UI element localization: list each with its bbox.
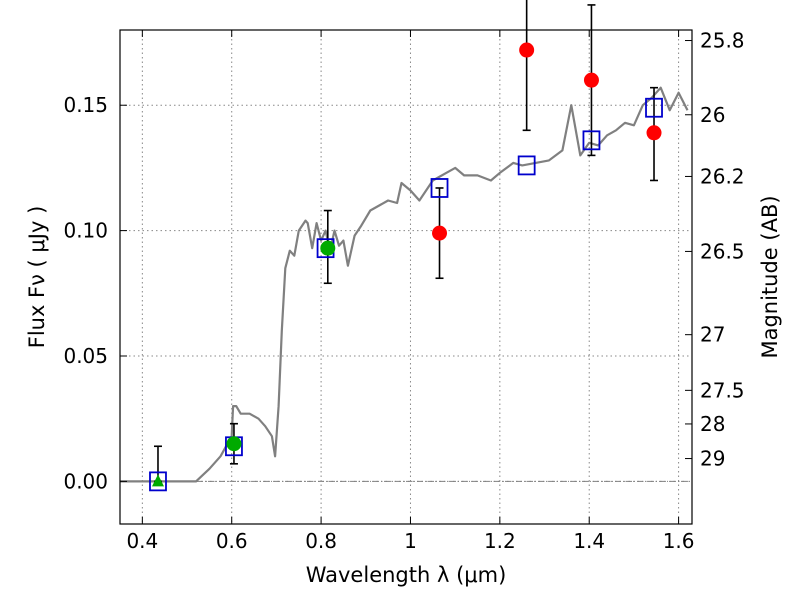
green-data-point — [226, 436, 242, 452]
x-tick-label: 1.4 — [573, 529, 605, 553]
axis-ticks: 0.4 0.6 0.8 1 1.2 1.4 1.6 0.00 0.05 0.10 0.15 25.8 2… — [63, 29, 744, 553]
mag-tick-label: 26.5 — [700, 239, 745, 263]
x-tick-label: 1.6 — [663, 529, 695, 553]
model-photometry-square — [430, 178, 449, 198]
data-layer — [120, 0, 689, 492]
model-photometry-square — [645, 97, 663, 118]
y-tick-label: 0.15 — [63, 93, 108, 117]
red-data-point — [646, 125, 662, 141]
red-data-point — [583, 72, 599, 88]
mag-tick-label: 29 — [700, 447, 725, 471]
y-tick-label: 0.00 — [63, 469, 108, 493]
model-photometry-square — [582, 130, 601, 151]
mag-tick-label: 25.8 — [700, 29, 745, 53]
x-axis-title: Wavelength λ (μm) — [306, 563, 507, 587]
green-triangle-point — [151, 474, 164, 487]
mag-tick-label: 28 — [700, 412, 725, 436]
y-axis-title: Flux Fν ( μJy ) — [25, 206, 49, 349]
model-sed-line — [120, 86, 689, 483]
mag-tick-label: 27.5 — [700, 378, 745, 402]
mag-tick-label: 26 — [700, 103, 725, 127]
plot-frame — [119, 29, 693, 525]
model-photometry-square — [517, 155, 536, 176]
y-tick-label: 0.10 — [63, 219, 108, 243]
model-photometry-square — [149, 471, 167, 492]
y-tick-label: 0.05 — [63, 344, 108, 368]
green-data-point — [320, 240, 336, 256]
x-tick-label: 0.8 — [305, 529, 337, 553]
right-axis-title: Magnitude (AB) — [758, 195, 782, 358]
red-data-point — [432, 225, 448, 241]
red-data-point — [519, 42, 535, 58]
x-tick-label: 1 — [404, 529, 417, 553]
mag-tick-label: 26.2 — [700, 164, 745, 188]
x-tick-label: 1.2 — [484, 529, 516, 553]
x-tick-label: 0.4 — [126, 529, 158, 553]
mag-tick-label: 27 — [700, 323, 725, 347]
x-tick-label: 0.6 — [216, 529, 248, 553]
grid-lines — [120, 30, 692, 524]
